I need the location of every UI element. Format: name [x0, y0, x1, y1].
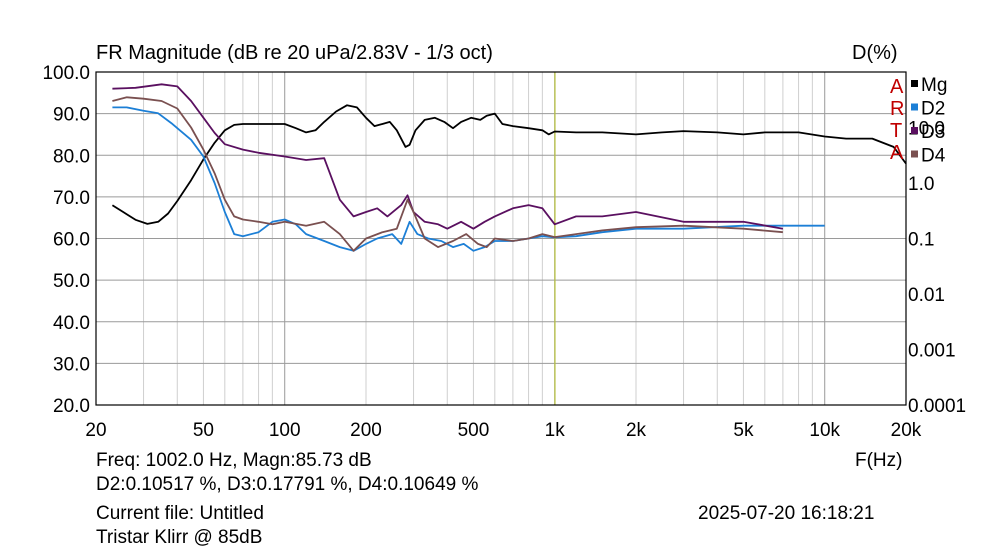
x-axis-label: F(Hz): [855, 450, 903, 471]
x-tick-label: 20: [85, 420, 106, 441]
x-tick-label: 200: [350, 420, 382, 441]
x-tick-label: 2k: [626, 420, 647, 441]
legend-swatch-d3: [911, 127, 918, 134]
x-tick-label: 5k: [733, 420, 754, 441]
current-file: Current file: Untitled: [96, 503, 264, 524]
legend-swatch-mg: [911, 80, 918, 87]
right-y-tick-label: 0.1: [908, 230, 934, 251]
y-tick-label: 50.0: [53, 271, 90, 292]
series-line-d4: [112, 96, 783, 252]
timestamp: 2025-07-20 16:18:21: [698, 503, 875, 524]
right-y-tick-label: 0.001: [908, 341, 956, 362]
x-tick-label: 100: [269, 420, 301, 441]
right-y-tick-label: 0.0001: [908, 396, 966, 417]
y-tick-label: 60.0: [53, 230, 90, 251]
arta-logo-a1: A: [890, 76, 904, 98]
right-y-tick-label: 1.0: [908, 174, 934, 195]
y-tick-label: 90.0: [53, 105, 90, 126]
arta-logo-r: R: [890, 98, 905, 120]
legend-label-d4: D4: [921, 146, 946, 167]
legend-label-d2: D2: [921, 99, 945, 120]
arta-logo-a2: A: [890, 142, 904, 164]
y-tick-label: 70.0: [53, 188, 90, 209]
x-tick-label: 500: [458, 420, 490, 441]
right-y-tick-label: 10.0: [908, 119, 945, 140]
y-tick-label: 80.0: [53, 146, 90, 167]
plot-frame: [95, 71, 907, 406]
legend-swatch-d2: [911, 103, 918, 111]
arta-logo-t: T: [890, 120, 903, 142]
legend-swatch-d4: [911, 150, 918, 158]
y-tick-label: 100.0: [42, 63, 90, 84]
series-line-d3: [112, 83, 784, 230]
freq-readout: Freq: 1002.0 Hz, Magn:85.73 dB: [96, 450, 372, 471]
series-group: [111, 83, 907, 252]
distortion-readout: D2:0.10517 %, D3:0.17791 %, D4:0.10649 %: [96, 474, 479, 495]
x-tick-label: 1k: [545, 420, 566, 441]
right-y-tick-label: 0.01: [908, 285, 945, 306]
chart-title: FR Magnitude (dB re 20 uPa/2.83V - 1/3 o…: [96, 42, 493, 64]
tick-labels: 20.0 30.0 40.0 50.0 60.0 70.0 80.0 90.0 100.0 10.…: [42, 63, 966, 441]
y-tick-label: 40.0: [53, 313, 90, 334]
legend-label-mg: Mg: [921, 75, 947, 96]
x-tick-label: 10k: [809, 420, 840, 441]
measurement-note: Tristar Klirr @ 85dB: [96, 527, 263, 548]
series-line-d2: [112, 106, 825, 252]
right-axis-title: D(%): [852, 42, 898, 64]
y-tick-label: 30.0: [53, 354, 90, 375]
y-tick-label: 20.0: [53, 396, 90, 417]
x-tick-label: 20k: [891, 420, 922, 441]
series-line-mg: [111, 104, 907, 225]
legend-label-d3: D3: [921, 122, 945, 143]
x-tick-label: 50: [193, 420, 214, 441]
